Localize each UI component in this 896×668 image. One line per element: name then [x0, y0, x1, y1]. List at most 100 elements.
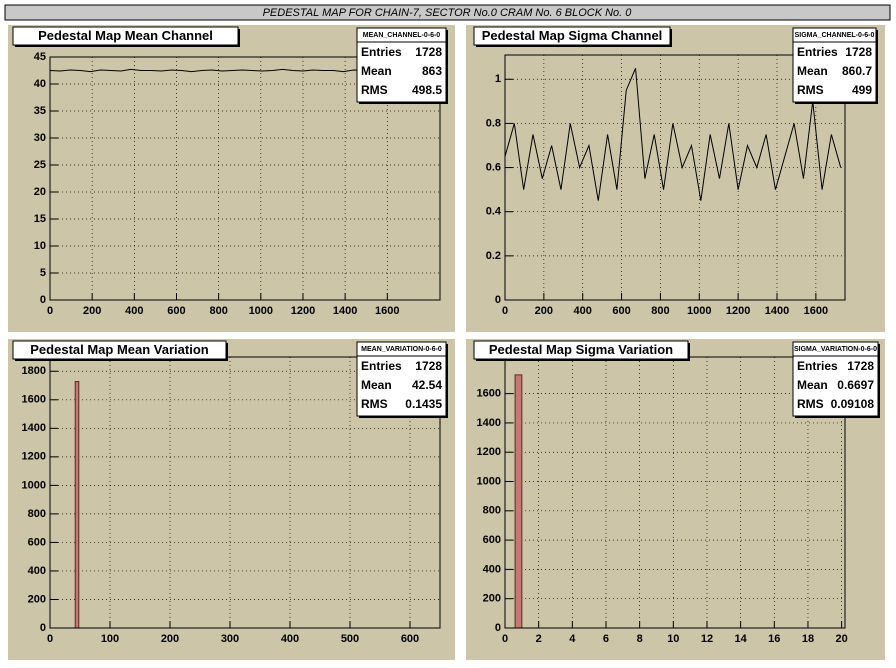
x-tick-label: 1600 — [804, 305, 828, 317]
x-tick-label: 600 — [167, 305, 185, 317]
stats-label: Mean — [797, 378, 828, 392]
y-tick-label: 1000 — [22, 479, 46, 491]
x-tick-label: 16 — [768, 633, 780, 645]
stats-label: Entries — [797, 359, 838, 373]
stats-label: Entries — [361, 45, 402, 59]
y-tick-label: 400 — [483, 563, 501, 575]
x-tick-label: 1400 — [765, 305, 789, 317]
y-tick-label: 5 — [40, 267, 46, 279]
chart-title: Pedestal Map Sigma Variation — [489, 342, 673, 357]
y-tick-label: 800 — [28, 508, 46, 520]
title-box — [473, 340, 689, 360]
stats-name: MEAN_CHANNEL-0-6-0 — [363, 32, 441, 39]
y-tick-label: 20 — [34, 186, 46, 198]
x-tick-label: 200 — [535, 305, 553, 317]
stats-label: RMS — [361, 397, 388, 411]
x-tick-label: 8 — [637, 633, 643, 645]
x-tick-label: 600 — [401, 633, 419, 645]
stats-box — [792, 341, 879, 417]
x-tick-label: 1200 — [291, 305, 315, 317]
data-line — [49, 68, 415, 73]
y-tick-label: 800 — [483, 505, 501, 517]
y-tick-label: 10 — [34, 240, 46, 252]
y-tick-label: 15 — [34, 213, 46, 225]
title-box — [12, 340, 227, 360]
x-tick-label: 800 — [651, 305, 669, 317]
stats-label: RMS — [797, 83, 824, 97]
x-tick-label: 0 — [502, 633, 508, 645]
x-tick-label: 200 — [161, 633, 179, 645]
stats-label: Mean — [797, 64, 828, 78]
x-tick-label: 14 — [735, 633, 748, 645]
plot-frame — [504, 54, 846, 301]
x-tick-label: 12 — [701, 633, 713, 645]
stats-box — [792, 27, 877, 103]
stats-value: 863 — [422, 64, 442, 78]
y-tick-label: 0 — [495, 294, 501, 306]
x-tick-label: 400 — [281, 633, 299, 645]
x-tick-label: 400 — [574, 305, 592, 317]
stats-value: 1728 — [847, 359, 874, 373]
stats-name: SIGMA_VARIATION-0-6-0 — [794, 346, 877, 353]
x-tick-label: 100 — [101, 633, 119, 645]
y-tick-label: 1600 — [477, 388, 501, 400]
stats-label: Mean — [361, 64, 392, 78]
bar — [514, 374, 523, 629]
y-tick-label: 600 — [483, 534, 501, 546]
stats-label: RMS — [797, 397, 824, 411]
stats-value: 42.54 — [412, 378, 442, 392]
y-tick-label: 1600 — [22, 394, 46, 406]
x-tick-label: 500 — [341, 633, 359, 645]
y-tick-label: 0 — [40, 294, 46, 306]
y-tick-label: 0.6 — [486, 161, 501, 173]
data-line — [504, 68, 842, 201]
chart-title: Pedestal Map Mean Channel — [38, 28, 213, 43]
y-tick-label: 45 — [34, 51, 46, 63]
y-tick-label: 1 — [495, 73, 501, 85]
y-tick-label: 0.8 — [486, 117, 501, 129]
stats-value: 0.6697 — [837, 378, 874, 392]
y-tick-label: 1800 — [22, 365, 46, 377]
x-tick-label: 2 — [536, 633, 542, 645]
x-tick-label: 1000 — [687, 305, 711, 317]
y-tick-label: 0 — [40, 622, 46, 634]
stats-value: 1728 — [845, 45, 872, 59]
x-tick-label: 10 — [667, 633, 679, 645]
y-tick-label: 1400 — [22, 422, 46, 434]
x-tick-label: 0 — [47, 305, 53, 317]
stats-box — [356, 27, 447, 103]
stats-value: 1728 — [415, 45, 442, 59]
x-tick-label: 1600 — [375, 305, 399, 317]
x-tick-label: 18 — [802, 633, 814, 645]
x-tick-label: 300 — [221, 633, 239, 645]
x-tick-label: 0 — [502, 305, 508, 317]
y-tick-label: 1200 — [22, 451, 46, 463]
y-tick-label: 600 — [28, 536, 46, 548]
x-tick-label: 1400 — [333, 305, 357, 317]
x-tick-label: 4 — [569, 633, 576, 645]
y-tick-label: 200 — [483, 593, 501, 605]
x-tick-label: 20 — [836, 633, 848, 645]
stats-label: Entries — [361, 359, 402, 373]
y-tick-label: 0.4 — [486, 206, 502, 218]
x-tick-label: 6 — [603, 633, 609, 645]
x-tick-label: 1000 — [249, 305, 273, 317]
chart-title: Pedestal Map Sigma Channel — [482, 28, 663, 43]
canvas-title-bar — [4, 4, 891, 21]
x-tick-label: 200 — [83, 305, 101, 317]
stats-name: SIGMA_CHANNEL-0-6-0 — [795, 32, 875, 39]
y-tick-label: 25 — [34, 159, 46, 171]
y-tick-label: 0 — [495, 622, 501, 634]
x-tick-label: 0 — [47, 633, 53, 645]
stats-value: 499 — [852, 83, 872, 97]
y-tick-label: 35 — [34, 105, 46, 117]
plot-frame — [49, 56, 441, 301]
stats-label: Mean — [361, 378, 392, 392]
x-tick-label: 800 — [209, 305, 227, 317]
y-tick-label: 30 — [34, 132, 46, 144]
stats-value: 1728 — [415, 359, 442, 373]
x-tick-label: 400 — [125, 305, 143, 317]
stats-label: Entries — [797, 45, 838, 59]
stats-box — [356, 341, 447, 417]
